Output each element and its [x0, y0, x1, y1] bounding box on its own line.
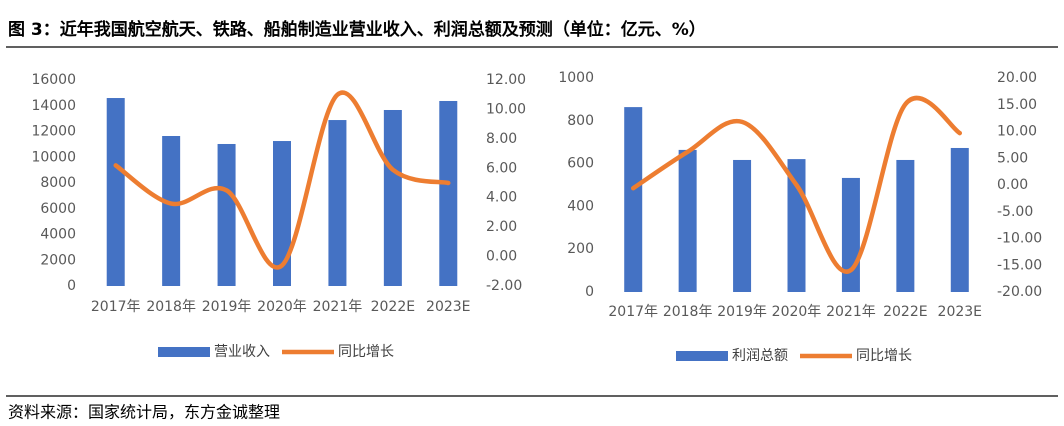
- legend-label: 同比增长: [338, 344, 394, 360]
- y2-tick-label: -2.00: [486, 278, 522, 294]
- y-tick-label: 10000: [31, 149, 76, 165]
- legend-label: 营业收入: [214, 344, 270, 360]
- y-tick-label: 1000: [558, 70, 594, 86]
- x-tick-label: 2019年: [717, 304, 767, 320]
- y2-tick-label: 2.00: [486, 219, 517, 235]
- legend-label: 利润总额: [732, 348, 788, 364]
- bar: [841, 177, 860, 292]
- line: [113, 90, 451, 270]
- y2-tick-label: -20.00: [997, 284, 1042, 300]
- y2-tick-label: 12.00: [486, 72, 526, 88]
- y-tick-label: 800: [567, 113, 594, 129]
- y2-tick-label: 15.00: [997, 97, 1037, 113]
- figure-title: 图 3：近年我国航空航天、铁路、船舶制造业营业收入、利润总额及预测（单位：亿元、…: [8, 19, 706, 40]
- bar: [439, 100, 458, 286]
- line: [630, 95, 963, 274]
- y2-tick-label: 5.00: [997, 150, 1028, 166]
- y2-tick-label: -10.00: [997, 231, 1042, 247]
- y2-tick-label: 10.00: [486, 101, 526, 117]
- bar: [106, 98, 125, 287]
- x-tick-label: 2023E: [938, 304, 982, 320]
- bar: [678, 149, 697, 292]
- y2-tick-label: -15.00: [997, 257, 1042, 273]
- x-tick-label: 2023E: [426, 299, 470, 315]
- bar: [273, 141, 291, 286]
- x-tick-label: 2017年: [608, 304, 658, 320]
- x-tick-label: 2017年: [91, 299, 141, 315]
- bar: [733, 159, 752, 292]
- bar: [383, 109, 402, 286]
- y2-tick-label: 4.00: [486, 190, 517, 206]
- legend-label: 同比增长: [856, 348, 912, 364]
- y2-tick-label: 10.00: [997, 124, 1037, 140]
- x-tick-label: 2018年: [146, 299, 196, 315]
- y-tick-label: 200: [567, 241, 594, 257]
- x-tick-label: 2020年: [772, 304, 822, 320]
- y-tick-label: 2000: [40, 252, 76, 268]
- y2-tick-label: 6.00: [486, 160, 517, 176]
- x-tick-label: 2020年: [257, 299, 307, 315]
- y2-tick-label: -5.00: [997, 204, 1033, 220]
- bar: [162, 136, 181, 286]
- x-tick-label: 2018年: [663, 304, 713, 320]
- x-tick-label: 2022E: [371, 299, 415, 315]
- bar: [624, 107, 643, 292]
- y-tick-label: 400: [567, 198, 594, 214]
- bar: [328, 120, 347, 286]
- bar: [896, 159, 915, 292]
- y-tick-label: 8000: [40, 175, 76, 191]
- legend-swatch: [158, 347, 210, 357]
- y-tick-label: 6000: [40, 201, 76, 217]
- bar: [950, 147, 969, 292]
- source-note: 资料来源：国家统计局，东方金诚整理: [8, 403, 280, 422]
- y-tick-label: 0: [67, 278, 76, 294]
- y-tick-label: 0: [585, 284, 594, 300]
- bar: [217, 143, 236, 286]
- y-tick-label: 14000: [31, 98, 76, 114]
- x-tick-label: 2022E: [883, 304, 927, 320]
- y-tick-label: 600: [567, 156, 594, 172]
- legend-swatch: [676, 351, 728, 361]
- x-tick-label: 2021年: [313, 299, 363, 315]
- y2-tick-label: 0.00: [997, 177, 1028, 193]
- y2-tick-label: 0.00: [486, 249, 517, 265]
- y2-tick-label: 8.00: [486, 131, 517, 147]
- y-tick-label: 16000: [31, 72, 76, 88]
- x-tick-label: 2021年: [826, 304, 876, 320]
- y-tick-label: 4000: [40, 227, 76, 243]
- y-tick-label: 12000: [31, 124, 76, 140]
- x-tick-label: 2019年: [202, 299, 252, 315]
- y2-tick-label: 20.00: [997, 70, 1037, 86]
